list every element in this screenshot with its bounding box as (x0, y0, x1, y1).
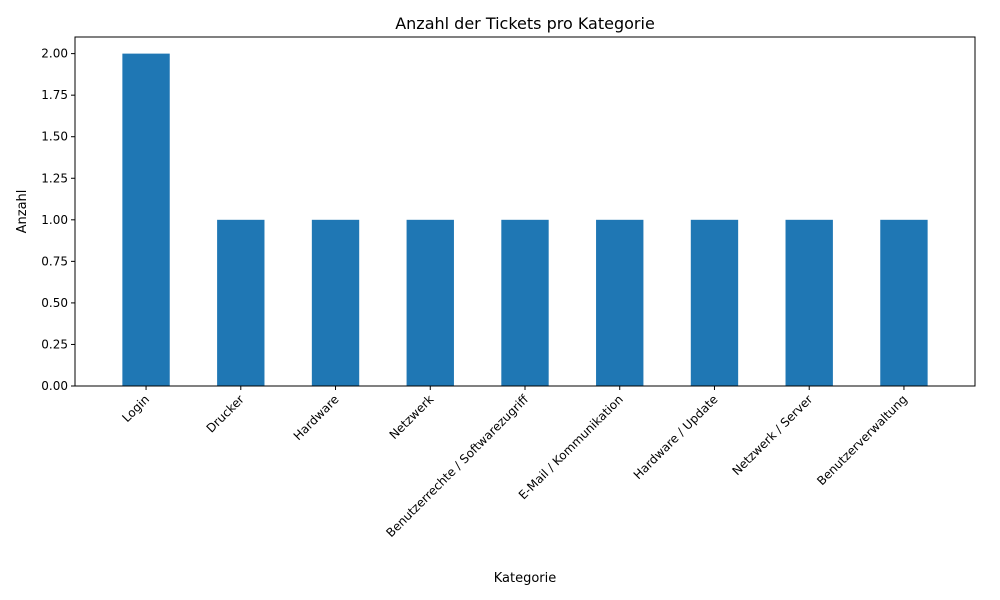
x-tick-label-7: Netzwerk / Server (729, 392, 815, 478)
x-tick-label-5: E-Mail / Kommunikation (516, 392, 626, 502)
y-axis-ticks: 0.00 0.25 0.50 0.75 1.00 1.25 1.50 1.75 2.00 (41, 47, 75, 393)
y-tick-label-0: 0.00 (41, 379, 68, 393)
x-tick-label-0: Login (119, 392, 152, 425)
bar-1 (217, 219, 265, 386)
y-tick-label-2: 0.50 (41, 296, 68, 310)
bar-0 (122, 53, 170, 386)
bar-7 (785, 219, 833, 386)
y-tick-label-7: 1.75 (41, 88, 68, 102)
x-tick-label-3: Netzwerk (387, 392, 437, 442)
bar-6 (690, 219, 739, 386)
x-axis-label: Kategorie (494, 571, 557, 586)
x-axis-ticks: Login Drucker Hardware NetzwerkBenutzerrech… (119, 386, 910, 540)
x-tick-label-8: Benutzerverwaltung (814, 392, 910, 488)
chart-title: Anzahl der Tickets pro Kategorie (395, 14, 655, 33)
y-tick-label-4: 1.00 (41, 213, 68, 227)
bars-group (122, 53, 928, 386)
x-tick-label-1: Drucker (204, 392, 247, 435)
bar-3 (406, 219, 454, 386)
bar-2 (311, 219, 360, 386)
y-tick-label-1: 0.25 (41, 337, 68, 351)
y-tick-label-6: 1.50 (41, 130, 68, 144)
bar-8 (880, 219, 928, 386)
x-tick-label-2: Hardware (291, 392, 342, 443)
bar-5 (596, 219, 644, 386)
y-tick-label-3: 0.75 (41, 254, 68, 268)
y-tick-label-8: 2.00 (41, 47, 68, 61)
y-tick-label-5: 1.25 (41, 171, 68, 185)
bar-4 (501, 219, 549, 386)
x-tick-label-6: Hardware / Update (631, 392, 721, 482)
plot-frame (74, 36, 976, 387)
y-axis-label: Anzahl (15, 190, 30, 234)
